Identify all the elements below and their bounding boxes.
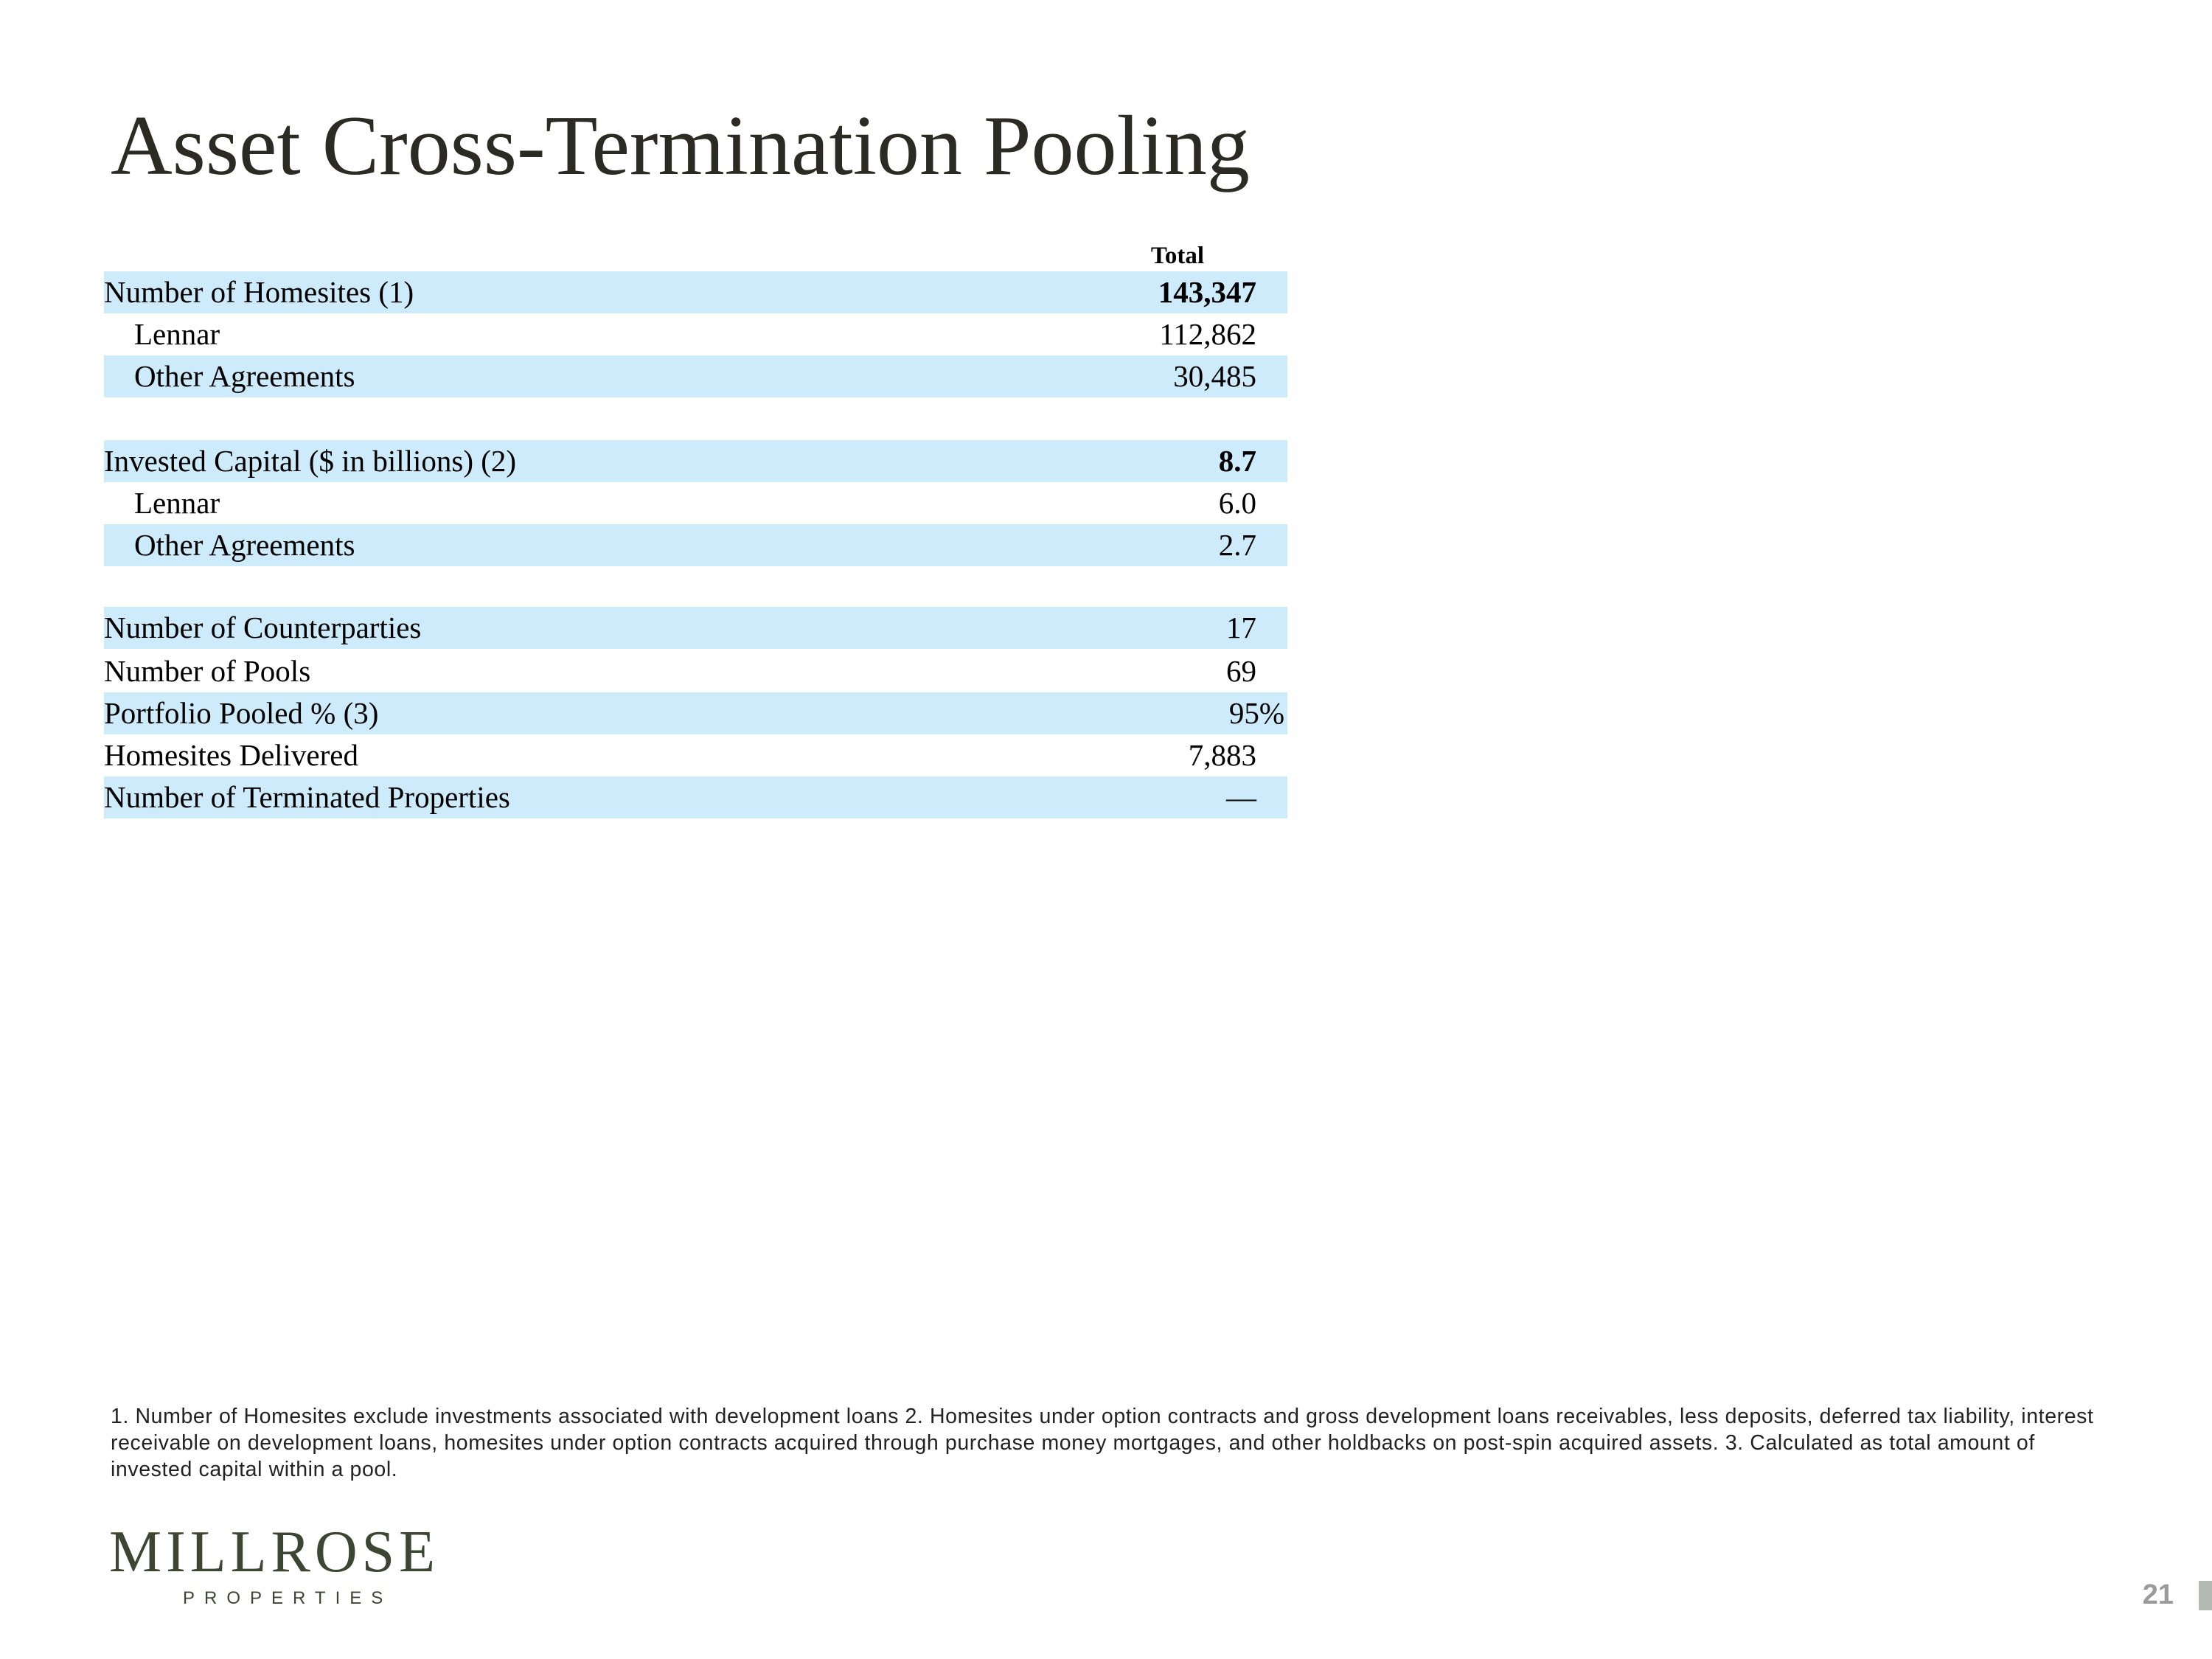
table-row: Lennar 112,862 [104, 313, 1287, 355]
column-header-total: Total [1068, 240, 1287, 273]
row-value: 2.7 [1218, 528, 1256, 562]
row-value: 17 [1226, 611, 1256, 644]
page-number: 21 [2142, 1579, 2174, 1610]
millrose-logo: MILLROSE PROPERTIES [109, 1519, 441, 1609]
row-label: Number of Counterparties [104, 611, 422, 644]
row-label: Other Agreements [134, 359, 355, 393]
table-row: Lennar 6.0 [104, 482, 1287, 524]
row-label: Other Agreements [134, 528, 355, 562]
logo-subtitle: PROPERTIES [183, 1588, 393, 1608]
table-row: Number of Pools 69 [104, 650, 1287, 692]
table-row: Invested Capital ($ in billions) (2) 8.7 [104, 440, 1287, 482]
page-marker [2199, 1581, 2212, 1610]
slide-title: Asset Cross-Termination Pooling [111, 99, 1250, 193]
row-value: 6.0 [1218, 486, 1256, 520]
row-value: 30,485 [1173, 359, 1256, 393]
row-value: 7,883 [1188, 738, 1256, 772]
table-row: Number of Homesites (1) 143,347 [104, 271, 1287, 313]
row-label: Invested Capital ($ in billions) (2) [104, 444, 517, 478]
row-value: 69 [1226, 654, 1256, 688]
table-row: Homesites Delivered 7,883 [104, 734, 1287, 776]
row-label: Number of Homesites (1) [104, 275, 414, 309]
table-row: Other Agreements 30,485 [104, 355, 1287, 397]
row-value: 8.7 [1218, 444, 1256, 478]
table-row: Portfolio Pooled % (3) 95% [104, 692, 1287, 734]
row-value: 112,862 [1159, 317, 1256, 351]
logo-wordmark: MILLROSE [109, 1520, 439, 1585]
row-value: 95% [1228, 696, 1284, 730]
table-row: Other Agreements 2.7 [104, 524, 1287, 566]
table-row: Number of Terminated Properties — [104, 776, 1287, 818]
row-value: — [1226, 780, 1256, 814]
row-label: Lennar [134, 486, 220, 520]
row-label: Portfolio Pooled % (3) [104, 696, 379, 730]
row-value: 143,347 [1158, 275, 1256, 309]
row-label: Lennar [134, 317, 220, 351]
footnote: 1. Number of Homesites exclude investmen… [111, 1405, 2094, 1481]
row-label: Number of Pools [104, 654, 311, 688]
table-row: Number of Counterparties 17 [104, 607, 1287, 649]
row-label: Homesites Delivered [104, 738, 358, 772]
row-label: Number of Terminated Properties [104, 780, 510, 814]
